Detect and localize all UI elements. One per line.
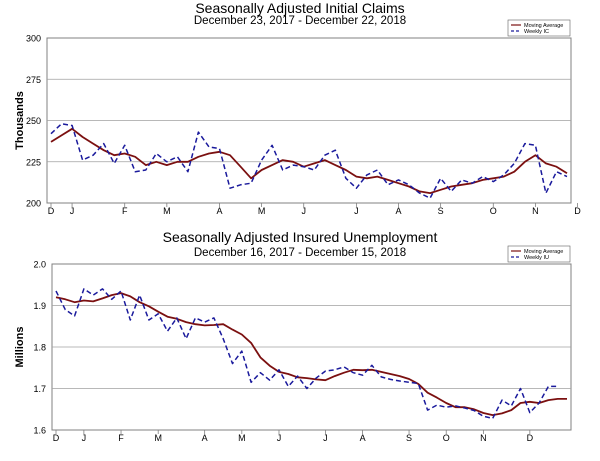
y-tick-label: 275 — [26, 75, 41, 85]
x-tick-label: M — [258, 206, 266, 216]
x-tick-label: N — [532, 206, 539, 216]
y-tick-label: 1.7 — [33, 384, 46, 394]
x-tick-label: N — [480, 433, 487, 443]
x-tick-label: A — [216, 206, 222, 216]
chart-2-subtitle: December 16, 2017 - December 15, 2018 — [193, 247, 407, 259]
x-tick-label: M — [163, 206, 171, 216]
y-tick-label: 250 — [26, 116, 41, 126]
y-tick-label: 200 — [26, 199, 41, 209]
x-tick-label: O — [443, 433, 450, 443]
chart-1-subtitle: December 23, 2017 - December 22, 2018 — [193, 15, 407, 27]
series-line-weekly — [55, 288, 558, 420]
x-tick-label: M — [238, 433, 246, 443]
series-line-weekly — [50, 123, 568, 199]
x-tick-label: A — [396, 206, 402, 216]
x-tick-label: J — [354, 206, 359, 216]
legend-label: Moving Average — [524, 23, 563, 29]
x-tick-label: A — [360, 433, 366, 443]
legend-box — [507, 245, 571, 263]
y-tick-label: 300 — [26, 34, 41, 44]
x-tick-label: D — [53, 433, 60, 443]
legend-label: Weekly IC — [524, 29, 549, 35]
x-tick-label: F — [122, 206, 128, 216]
x-tick-label: O — [490, 206, 497, 216]
y-tick-label: 225 — [26, 157, 41, 167]
chart-2-title: Seasonally Adjusted Insured Unemployment — [162, 229, 438, 245]
series-line-moving-average — [50, 127, 568, 195]
x-tick-label: F — [118, 433, 124, 443]
x-tick-label: J — [301, 206, 306, 216]
y-tick-label: 1.6 — [33, 426, 46, 436]
x-tick-label: M — [154, 433, 162, 443]
x-tick-label: A — [202, 433, 208, 443]
legend-box — [507, 19, 571, 37]
x-tick-label: J — [323, 433, 328, 443]
x-tick-label: J — [82, 433, 87, 443]
legend-label: Moving Average — [524, 249, 563, 255]
chart-1: 300 275 250 225 200 D J F M A M J J A S O N D Thousands Mov… — [14, 19, 581, 216]
x-tick-label: D — [48, 206, 55, 216]
y-tick-label: 2.0 — [33, 260, 46, 270]
y-tick-label: 1.9 — [33, 301, 46, 311]
y-axis-label: Millions — [14, 327, 26, 368]
x-tick-label: D — [527, 433, 534, 443]
x-tick-label: J — [70, 206, 75, 216]
y-tick-label: 1.8 — [33, 343, 46, 353]
x-tick-label: J — [277, 433, 282, 443]
y-axis-label: Thousands — [14, 91, 26, 150]
series-line-moving-average — [55, 292, 567, 417]
x-tick-label: S — [438, 206, 444, 216]
legend-label: Weekly IU — [524, 255, 549, 261]
chart-1-title: Seasonally Adjusted Initial Claims — [195, 0, 405, 16]
chart-2: 2.0 1.9 1.8 1.7 1.6 D J F M A M J J A S O N D Millions Movi… — [14, 245, 572, 443]
x-tick-label: S — [406, 433, 412, 443]
x-tick-label: D — [574, 206, 581, 216]
